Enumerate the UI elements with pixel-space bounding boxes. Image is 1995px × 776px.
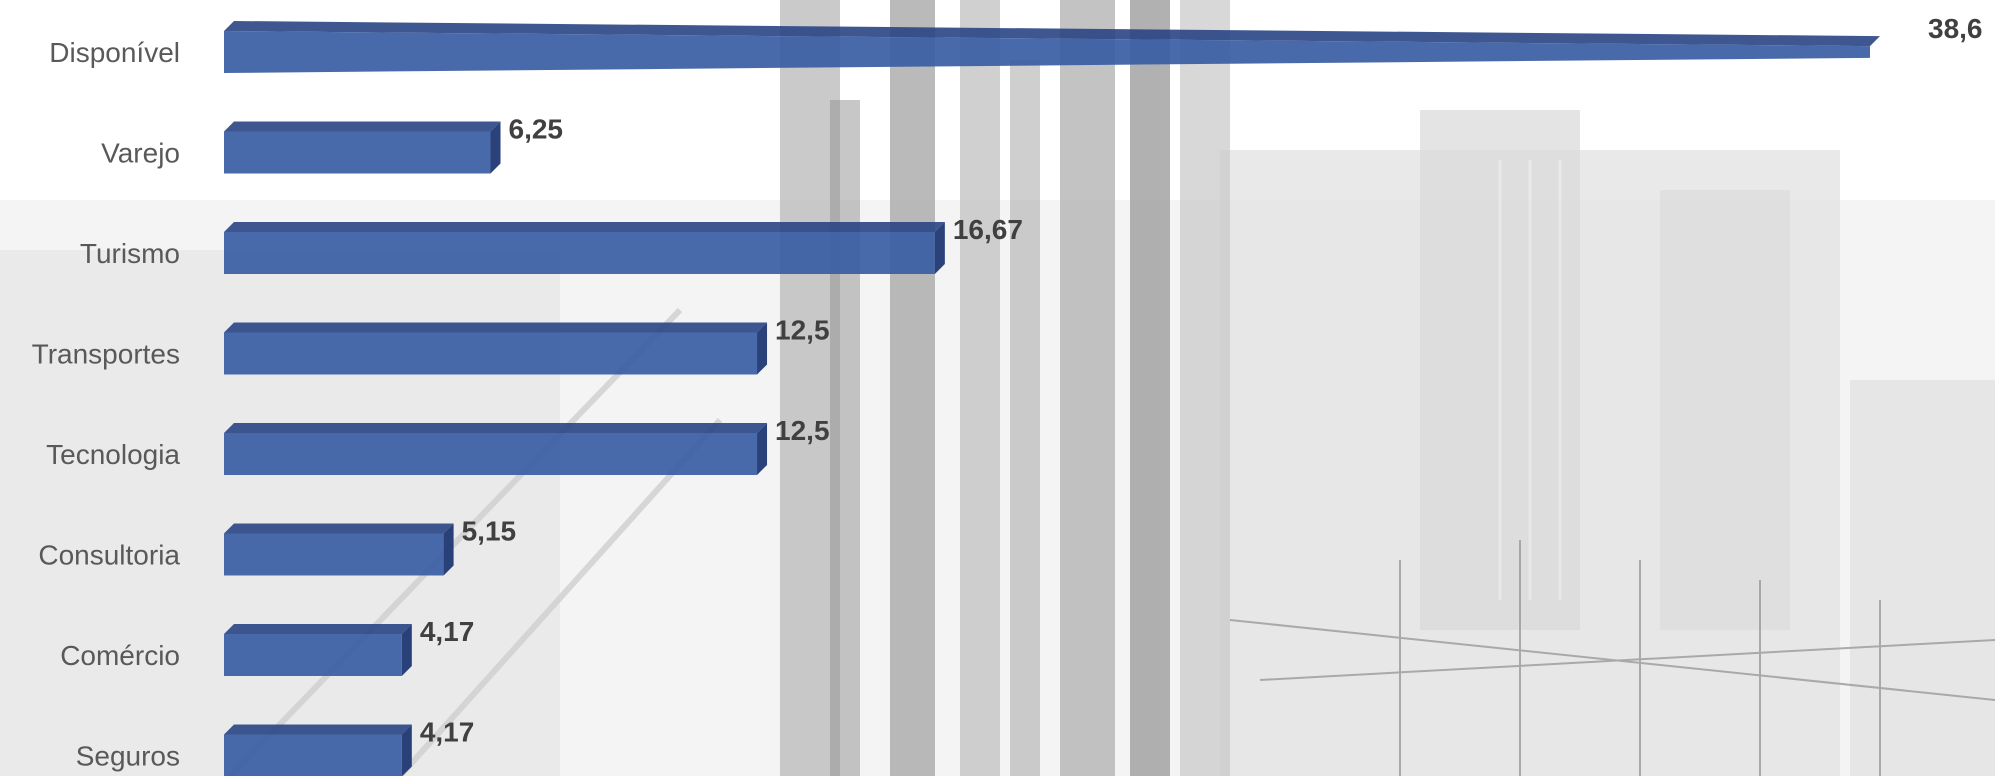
value-label-consultoria: 5,15: [462, 516, 516, 547]
category-label-varejo: Varejo: [101, 138, 180, 169]
value-label-tecnologia: 12,5: [775, 415, 830, 446]
value-label-seguros: 4,17: [420, 717, 475, 748]
bar-front-face: [224, 433, 758, 475]
bar-front-face: [224, 332, 758, 375]
bar-end-face: [401, 724, 412, 776]
category-label-transportes: Transportes: [32, 339, 180, 370]
category-label-tecnologia: Tecnologia: [46, 439, 180, 470]
category-labels: Disponível Varejo Turismo Transportes Tecnol…: [32, 37, 181, 772]
value-label-comercio: 4,17: [420, 616, 475, 647]
value-label-disponivel: 38,6: [1928, 13, 1983, 44]
bar-comercio: [224, 624, 412, 676]
bar-varejo: [224, 121, 501, 174]
value-label-transportes: 12,5: [775, 315, 830, 346]
bar-end-face: [443, 523, 454, 576]
bar-top-face: [224, 121, 501, 132]
bar-front-face: [224, 31, 1870, 73]
bars-group: [224, 21, 1880, 776]
bar-turismo: [224, 222, 945, 274]
category-label-seguros: Seguros: [76, 741, 180, 772]
bar-end-face: [401, 624, 412, 676]
bar-top-face: [224, 322, 768, 333]
bar-front-face: [224, 734, 402, 776]
category-label-disponivel: Disponível: [49, 37, 180, 68]
bar-top-face: [224, 21, 1880, 47]
bar-top-face: [224, 724, 412, 735]
bar-end-face: [757, 423, 768, 475]
bar-front-face: [224, 232, 935, 274]
bar-top-face: [224, 222, 945, 232]
bar-top-face: [224, 523, 454, 534]
value-label-varejo: 6,25: [509, 114, 563, 145]
bar-end-face: [934, 222, 945, 274]
bar-disponivel: [224, 21, 1880, 73]
bar-front-face: [224, 131, 491, 174]
bar-top-face: [224, 624, 412, 634]
bar-front-face: [224, 533, 444, 576]
bar-tecnologia: [224, 423, 768, 475]
value-labels: 38,6 6,25 16,67 12,5 12,5 5,15 4,17 4,17: [420, 13, 1983, 748]
value-label-turismo: 16,67: [953, 214, 1023, 245]
category-label-consultoria: Consultoria: [38, 540, 180, 571]
bar-seguros: [224, 724, 412, 776]
bar-end-face: [757, 322, 768, 375]
bar-end-face: [490, 121, 501, 174]
bar-front-face: [224, 634, 402, 676]
category-label-turismo: Turismo: [80, 238, 180, 269]
bar-top-face: [224, 423, 768, 433]
category-label-comercio: Comércio: [60, 640, 180, 671]
bar-consultoria: [224, 523, 454, 576]
bar-transportes: [224, 322, 768, 375]
